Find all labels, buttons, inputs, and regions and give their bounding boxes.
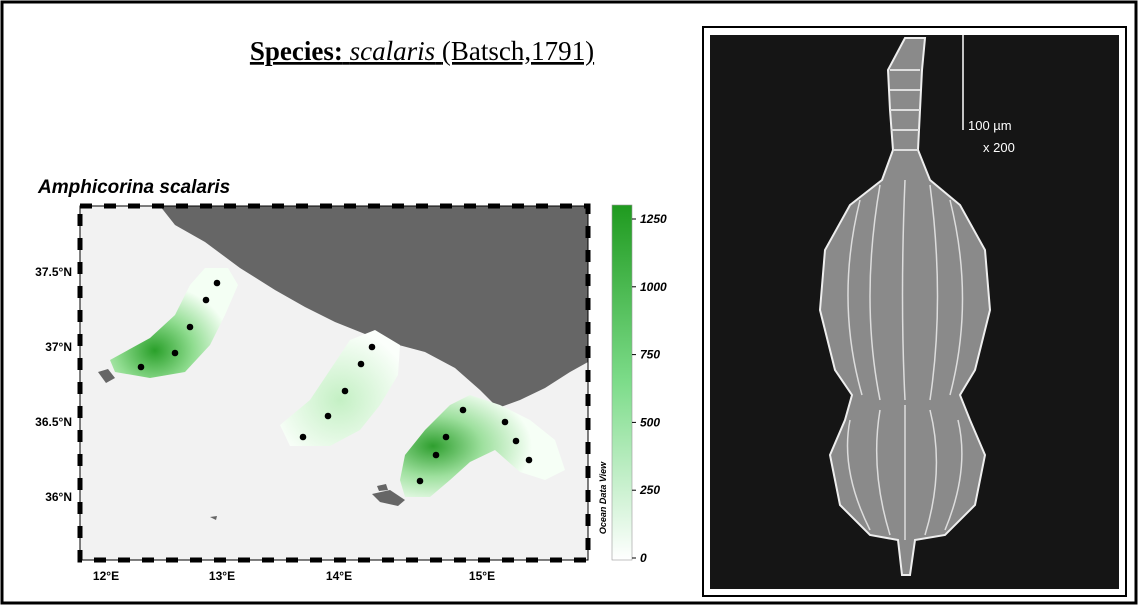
colorbar-label: Ocean Data View [598, 461, 608, 534]
colorbar-tick-label: 250 [639, 483, 660, 497]
colorbar-tick-label: 750 [640, 348, 660, 362]
species-authority: (Batsch,1791) [442, 36, 594, 66]
scale-label: 100 µm [968, 118, 1012, 133]
lat-tick-label: 36.5°N [35, 415, 72, 429]
map-title: Amphicorina scalaris [37, 177, 230, 198]
colorbar-tick-label: 500 [640, 415, 660, 429]
lon-tick-label: 12°E [93, 569, 119, 583]
magnification-label: x 200 [983, 140, 1015, 155]
species-name: scalaris [350, 36, 436, 66]
lon-tick-label: 14°E [326, 569, 352, 583]
lat-tick-label: 36°N [45, 490, 72, 504]
colorbar-tick-label: 1250 [640, 212, 667, 226]
lat-tick-label: 37°N [45, 340, 72, 354]
lon-tick-label: 15°E [469, 569, 495, 583]
map [80, 206, 588, 560]
lat-tick-label: 37.5°N [35, 265, 72, 279]
colorbar [612, 205, 632, 560]
species-title: Species: scalaris (Batsch,1791) [250, 36, 594, 66]
figure: Species: scalaris (Batsch,1791) Amphicor… [0, 0, 1139, 605]
colorbar-tick-label: 1000 [640, 280, 667, 294]
colorbar-tick-label: 0 [640, 551, 647, 565]
species-label: Species: [250, 36, 343, 66]
lon-tick-label: 13°E [209, 569, 235, 583]
